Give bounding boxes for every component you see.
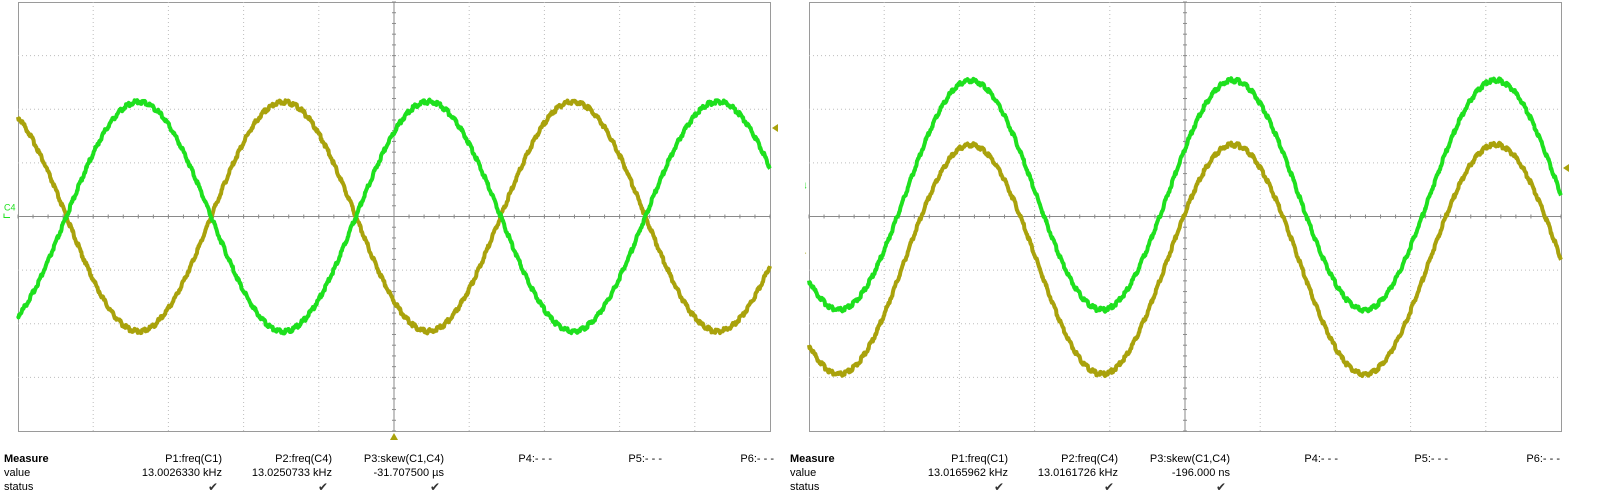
measure-param-name: P5:- - - bbox=[628, 453, 662, 465]
measure-row-label-value: value bbox=[790, 467, 817, 479]
measure-param-value: 13.0026330 kHz bbox=[141, 467, 222, 479]
channel-marker-label: C1 bbox=[805, 245, 807, 255]
measure-row-label-status: status bbox=[4, 481, 34, 493]
measure-param-name: P6:- - - bbox=[740, 453, 774, 465]
measure-param-name: P4:- - - bbox=[1304, 453, 1338, 465]
measure-param-value: -31.707500 µs bbox=[373, 467, 444, 479]
status-check-icon: ✔ bbox=[207, 480, 218, 494]
status-check-icon: ✔ bbox=[429, 480, 440, 494]
channel-marker-label: C4 bbox=[4, 203, 16, 213]
measure-param-name: P6:- - - bbox=[1526, 453, 1560, 465]
trace-c4 bbox=[807, 76, 1563, 314]
status-check-icon: ✔ bbox=[317, 480, 328, 494]
status-check-icon: ✔ bbox=[1103, 480, 1114, 494]
measure-param-value: -196.000 ns bbox=[1171, 467, 1230, 479]
trigger-position-icon[interactable] bbox=[390, 433, 398, 440]
measure-param-name: P3:skew(C1,C4) bbox=[1149, 453, 1230, 465]
channel-marker-icon bbox=[3, 213, 10, 218]
trace-c1 bbox=[807, 140, 1563, 378]
measure-row-label-status: status bbox=[790, 481, 820, 493]
status-check-icon: ✔ bbox=[1215, 480, 1226, 494]
measure-param-name: P2:freq(C4) bbox=[275, 453, 332, 465]
trigger-level-icon[interactable] bbox=[1563, 164, 1569, 172]
measure-param-name: P3:skew(C1,C4) bbox=[363, 453, 444, 465]
scope-panel-left: C4 Measure value status P1:freq(C1) 13.00263… bbox=[0, 0, 800, 500]
waveform-display-left: C4 bbox=[3, 1, 778, 440]
measure-param-name: P4:- - - bbox=[518, 453, 552, 465]
measure-row-label-value: value bbox=[4, 467, 31, 479]
measure-param-name: P5:- - - bbox=[1414, 453, 1448, 465]
measure-header: Measure bbox=[4, 453, 49, 465]
channel-marker-label: C4 bbox=[805, 181, 807, 191]
measure-param-value: 13.0161726 kHz bbox=[1037, 467, 1118, 479]
trace-c4 bbox=[16, 97, 772, 336]
measure-param-name: P2:freq(C4) bbox=[1061, 453, 1118, 465]
measure-header: Measure bbox=[790, 453, 835, 465]
measure-param-value: 13.0250733 kHz bbox=[251, 467, 332, 479]
scope-panel-right: C1 C4 Measure value status P1:freq(C1) 13.016… bbox=[790, 0, 1605, 500]
status-check-icon: ✔ bbox=[993, 480, 1004, 494]
graticule-grid bbox=[17, 1, 771, 432]
waveform-display-right: C1 C4 bbox=[805, 1, 1569, 432]
measure-param-name: P1:freq(C1) bbox=[951, 453, 1008, 465]
measure-param-name: P1:freq(C1) bbox=[165, 453, 222, 465]
measure-param-value: 13.0165962 kHz bbox=[927, 467, 1008, 479]
trigger-level-icon[interactable] bbox=[772, 124, 778, 132]
